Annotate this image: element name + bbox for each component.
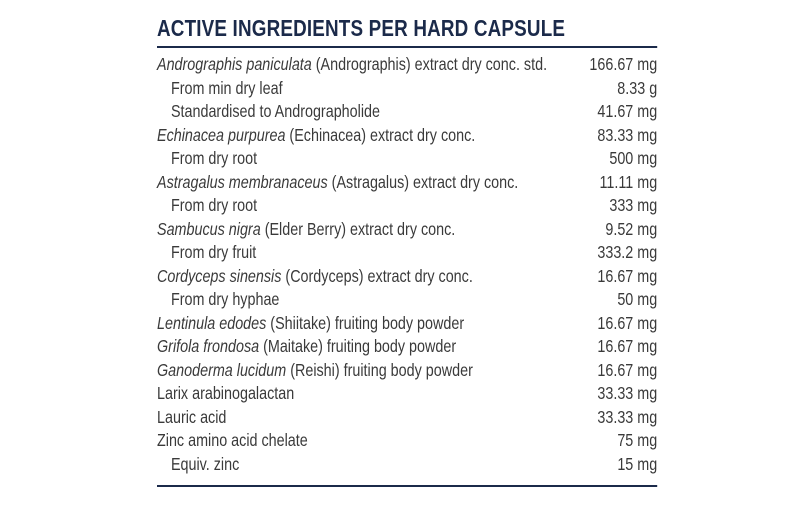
ingredient-botanical-name: Ganoderma lucidum: [157, 359, 287, 380]
ingredient-description: From dry fruit: [170, 242, 257, 262]
top-divider: [157, 46, 658, 48]
ingredient-amount: 83.33 mg: [597, 124, 658, 145]
ingredient-amount: 9.52 mg: [605, 218, 658, 239]
ingredient-name: From min dry leaf: [157, 77, 283, 101]
ingredient-amount: 75 mg: [617, 430, 658, 450]
ingredient-name: Echinacea purpurea (Echinacea) extract d…: [157, 124, 475, 148]
ingredient-amount: 500 mg: [609, 148, 658, 168]
ingredient-description: (Cordyceps) extract dry conc.: [281, 265, 473, 286]
ingredient-botanical-name: Andrographis paniculata: [157, 54, 312, 74]
ingredient-amount: 166.67 mg: [589, 54, 658, 74]
ingredient-amount: 15 mg: [617, 453, 658, 474]
ingredient-amount: 33.33 mg: [597, 406, 658, 427]
ingredient-row: From dry root 500 mg: [157, 147, 657, 171]
ingredient-row: Cordyceps sinensis (Cordyceps) extract d…: [157, 265, 657, 289]
ingredient-botanical-name: Sambucus nigra: [157, 218, 261, 239]
ingredient-name: Lauric acid: [157, 406, 226, 430]
ingredient-amount: 50 mg: [617, 289, 658, 309]
ingredient-amount: 16.67 mg: [597, 359, 658, 380]
ingredient-amount: 16.67 mg: [597, 265, 658, 286]
ingredient-description: (Andrographis) extract dry conc. std.: [311, 54, 548, 74]
ingredient-row: Standardised to Andrographolide 41.67 mg: [157, 100, 657, 124]
ingredient-amount: 16.67 mg: [597, 312, 658, 333]
ingredient-row: Larix arabinogalactan 33.33 mg: [157, 382, 657, 406]
ingredient-description: Zinc amino acid chelate: [157, 430, 308, 450]
ingredient-name: Astragalus membranaceus (Astragalus) ext…: [157, 171, 518, 195]
ingredient-description: (Echinacea) extract dry conc.: [285, 124, 476, 145]
ingredient-row: Zinc amino acid chelate 75 mg: [157, 429, 657, 453]
ingredient-name: Ganoderma lucidum (Reishi) fruiting body…: [157, 359, 473, 383]
ingredient-amount: 16.67 mg: [597, 336, 658, 356]
ingredient-botanical-name: Grifola frondosa: [157, 336, 260, 356]
ingredient-row: Echinacea purpurea (Echinacea) extract d…: [157, 124, 657, 148]
ingredient-row: Astragalus membranaceus (Astragalus) ext…: [157, 171, 657, 195]
ingredient-amount: 41.67 mg: [597, 101, 658, 121]
ingredient-row: Sambucus nigra (Elder Berry) extract dry…: [157, 218, 657, 242]
ingredient-name: Sambucus nigra (Elder Berry) extract dry…: [157, 218, 455, 242]
ingredient-botanical-name: Lentinula edodes: [157, 312, 267, 333]
ingredient-botanical-name: Cordyceps sinensis: [157, 265, 282, 286]
ingredient-name: From dry root: [157, 147, 257, 171]
ingredient-name: From dry hyphae: [157, 288, 279, 312]
ingredient-description: Standardised to Andrographolide: [170, 101, 380, 121]
ingredient-botanical-name: Astragalus membranaceus: [157, 171, 328, 192]
ingredient-row: From dry root 333 mg: [157, 194, 657, 218]
ingredient-name: Andrographis paniculata (Andrographis) e…: [157, 53, 547, 77]
ingredient-row: Andrographis paniculata (Andrographis) e…: [157, 53, 657, 77]
ingredient-amount: 333 mg: [609, 195, 658, 215]
ingredient-row: From min dry leaf 8.33 g: [157, 77, 657, 101]
ingredient-name: Equiv. zinc: [157, 453, 239, 477]
ingredient-name: Larix arabinogalactan: [157, 382, 294, 406]
ingredient-description: From dry root: [170, 148, 258, 168]
ingredient-name: From dry root: [157, 194, 257, 218]
ingredient-description: From dry root: [170, 195, 258, 215]
ingredient-name: From dry fruit: [157, 241, 256, 265]
ingredient-name: Cordyceps sinensis (Cordyceps) extract d…: [157, 265, 473, 289]
ingredient-description: Lauric acid: [157, 406, 227, 427]
ingredient-name: Standardised to Andrographolide: [157, 100, 380, 124]
ingredient-row: From dry fruit 333.2 mg: [157, 241, 657, 265]
ingredient-description: (Maitake) fruiting body powder: [259, 336, 457, 356]
ingredient-name: Lentinula edodes (Shiitake) fruiting bod…: [157, 312, 464, 336]
ingredient-description: From dry hyphae: [170, 289, 280, 309]
ingredient-description: Larix arabinogalactan: [157, 383, 295, 403]
ingredient-amount: 33.33 mg: [597, 383, 658, 403]
ingredient-row: From dry hyphae 50 mg: [157, 288, 657, 312]
ingredient-description: From min dry leaf: [170, 77, 283, 98]
ingredient-botanical-name: Echinacea purpurea: [157, 124, 286, 145]
ingredient-name: Grifola frondosa (Maitake) fruiting body…: [157, 335, 456, 359]
ingredient-row: Lauric acid 33.33 mg: [157, 406, 657, 430]
ingredient-description: (Elder Berry) extract dry conc.: [260, 218, 456, 239]
ingredient-description: (Reishi) fruiting body powder: [286, 359, 473, 380]
ingredients-table: Andrographis paniculata (Andrographis) e…: [157, 53, 657, 476]
ingredient-row: Lentinula edodes (Shiitake) fruiting bod…: [157, 312, 657, 336]
ingredient-description: (Shiitake) fruiting body powder: [266, 312, 465, 333]
bottom-divider: [157, 485, 658, 487]
ingredient-name: Zinc amino acid chelate: [157, 429, 308, 453]
ingredient-description: (Astragalus) extract dry conc.: [327, 171, 519, 192]
ingredient-amount: 8.33 g: [617, 77, 658, 98]
ingredient-amount: 333.2 mg: [597, 242, 658, 262]
ingredient-row: Grifola frondosa (Maitake) fruiting body…: [157, 335, 657, 359]
section-title: ACTIVE INGREDIENTS PER HARD CAPSULE: [157, 15, 566, 41]
ingredient-row: Ganoderma lucidum (Reishi) fruiting body…: [157, 359, 657, 383]
ingredient-description: Equiv. zinc: [170, 453, 240, 474]
ingredient-row: Equiv. zinc 15 mg: [157, 453, 657, 477]
ingredient-amount: 11.11 mg: [599, 171, 658, 192]
